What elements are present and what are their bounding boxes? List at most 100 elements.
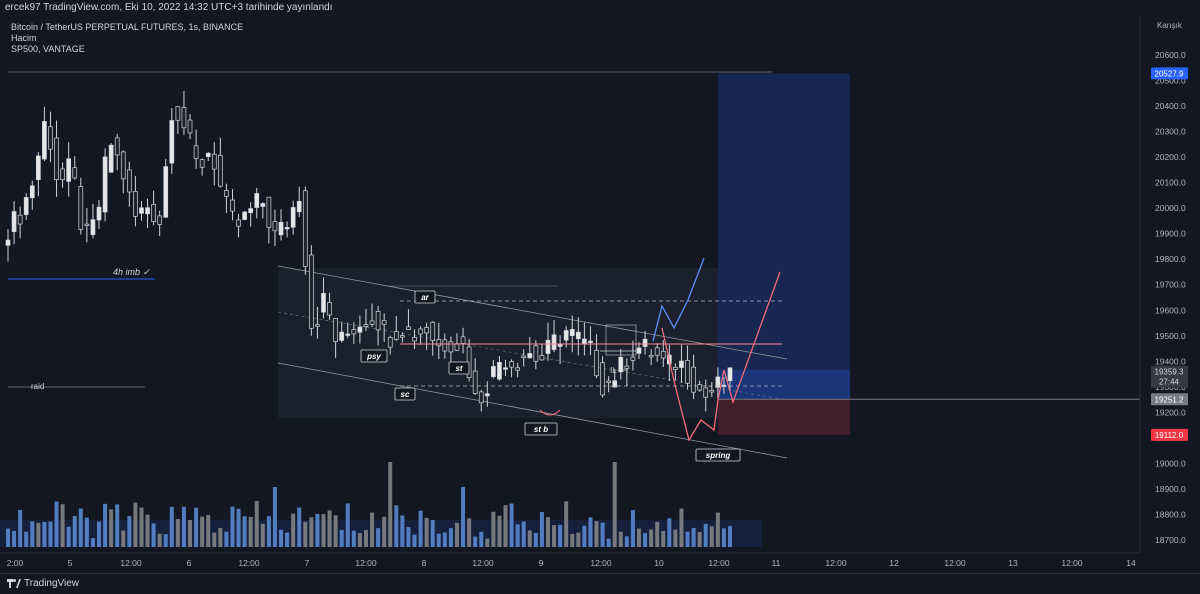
price-axis-bg <box>1140 16 1200 553</box>
price-tick-label: 18900.0 <box>1155 484 1186 494</box>
volume-bar <box>345 503 350 547</box>
volume-bar <box>212 532 217 547</box>
volume-bar <box>552 525 557 547</box>
candle-body <box>169 120 175 164</box>
symbol-label[interactable]: Bitcoin / TetherUS PERPETUAL FUTURES, 1s… <box>11 22 244 32</box>
indicator-label[interactable]: SP500, VANTAGE <box>11 44 85 54</box>
volume-bar <box>248 516 253 547</box>
st-label: st <box>455 364 462 373</box>
volume-bar <box>715 512 720 547</box>
time-tick-label: 12:00 <box>708 558 730 568</box>
candle-body <box>78 186 84 230</box>
volume-bar <box>382 516 387 547</box>
volume-bar <box>479 531 484 547</box>
candle-body <box>515 367 520 371</box>
candle-body <box>296 200 302 213</box>
volume-bar <box>206 514 211 547</box>
volume-label[interactable]: Hacim <box>11 33 37 43</box>
volume-bar <box>133 502 138 547</box>
volume-bar <box>491 511 496 547</box>
candle-body <box>424 327 429 334</box>
volume-bar <box>151 523 156 547</box>
candle-body <box>5 239 11 246</box>
candle-body <box>309 254 314 329</box>
volume-bar <box>461 487 466 547</box>
candle-body <box>630 356 636 361</box>
channel-lower-line <box>277 362 788 459</box>
candle-body <box>363 324 369 327</box>
candle-body <box>436 339 442 347</box>
candle-body <box>339 331 345 341</box>
stb-label-box <box>524 422 558 436</box>
chart-header: ercek97 TradingView.com, Eki 10, 2022 14… <box>0 0 1200 16</box>
volume-bar <box>84 517 89 547</box>
volume-bar <box>285 532 290 547</box>
volume-bar <box>48 521 53 547</box>
projection-path-down[interactable] <box>661 327 719 442</box>
candle-body <box>406 326 411 330</box>
current-price-badge-bg <box>1151 365 1188 388</box>
volume-bar <box>673 529 678 547</box>
price-axis-mode[interactable]: Karışık <box>1157 21 1183 30</box>
candle-body <box>600 362 605 396</box>
candle-body <box>272 221 278 232</box>
price-chart[interactable]: 4h imb ✓ raid ar psy sc st st b spring IL Karışı… <box>0 16 1200 573</box>
volume-bar <box>418 510 423 547</box>
candle-body <box>491 366 496 377</box>
projection-path-recovery[interactable] <box>717 271 781 405</box>
volume-bar <box>655 521 660 547</box>
candle-body <box>48 126 53 150</box>
volume-bar <box>454 522 459 547</box>
volume-bar <box>357 532 362 547</box>
candle-body <box>181 107 187 129</box>
volume-bar <box>236 508 241 547</box>
time-tick-label: 12:00 <box>472 558 494 568</box>
volume-bar <box>78 508 83 547</box>
stop-price-badge: 19112.0 <box>1155 431 1184 440</box>
volume-bar <box>388 462 393 547</box>
candle-body <box>284 227 290 230</box>
candle-body <box>236 219 241 227</box>
candle-body <box>327 302 332 316</box>
volume-bar <box>376 528 381 547</box>
candle-body <box>187 119 193 134</box>
time-tick-label: 12:00 <box>590 558 612 568</box>
volume-bar <box>175 518 180 547</box>
candle-body <box>205 152 211 157</box>
tradingview-logo-icon <box>7 579 21 588</box>
volume-bar <box>103 503 108 547</box>
candle-body <box>23 197 29 215</box>
stop-zone[interactable] <box>718 399 850 435</box>
candle-body <box>145 207 150 215</box>
volume-bar <box>139 507 144 547</box>
candle-body <box>727 367 733 382</box>
volume-bar <box>42 522 47 547</box>
candle-body <box>321 293 326 313</box>
price-tick-label: 19600.0 <box>1155 305 1186 315</box>
volume-bar <box>497 515 502 547</box>
candle-body <box>315 324 320 327</box>
range-box <box>278 268 718 418</box>
target-zone[interactable] <box>718 73 850 400</box>
raid-label: raid <box>31 382 44 391</box>
volume-bar <box>424 517 429 547</box>
chart-pane[interactable]: 4h imb ✓ raid ar psy sc st st b spring IL Karışı… <box>0 16 1200 573</box>
volume-bar <box>12 530 17 547</box>
volume-bar <box>6 528 10 547</box>
price-tick-label: 19400.0 <box>1155 356 1186 366</box>
footer-bar: TradingView <box>0 573 1200 594</box>
candle-body <box>345 333 351 336</box>
candle-body <box>679 360 684 368</box>
time-tick-label: 2:00 <box>7 558 24 568</box>
il-label: IL <box>610 366 617 375</box>
candle-body <box>412 337 417 342</box>
volume-bar <box>36 522 41 547</box>
candle-body <box>697 384 703 391</box>
volume-bar <box>485 538 490 547</box>
price-tick-label: 18800.0 <box>1155 509 1186 519</box>
candle-body <box>527 353 533 359</box>
volume-bar <box>333 515 338 547</box>
candle-body <box>539 355 545 361</box>
projection-path-up[interactable] <box>652 257 705 342</box>
candle-body <box>624 365 630 369</box>
